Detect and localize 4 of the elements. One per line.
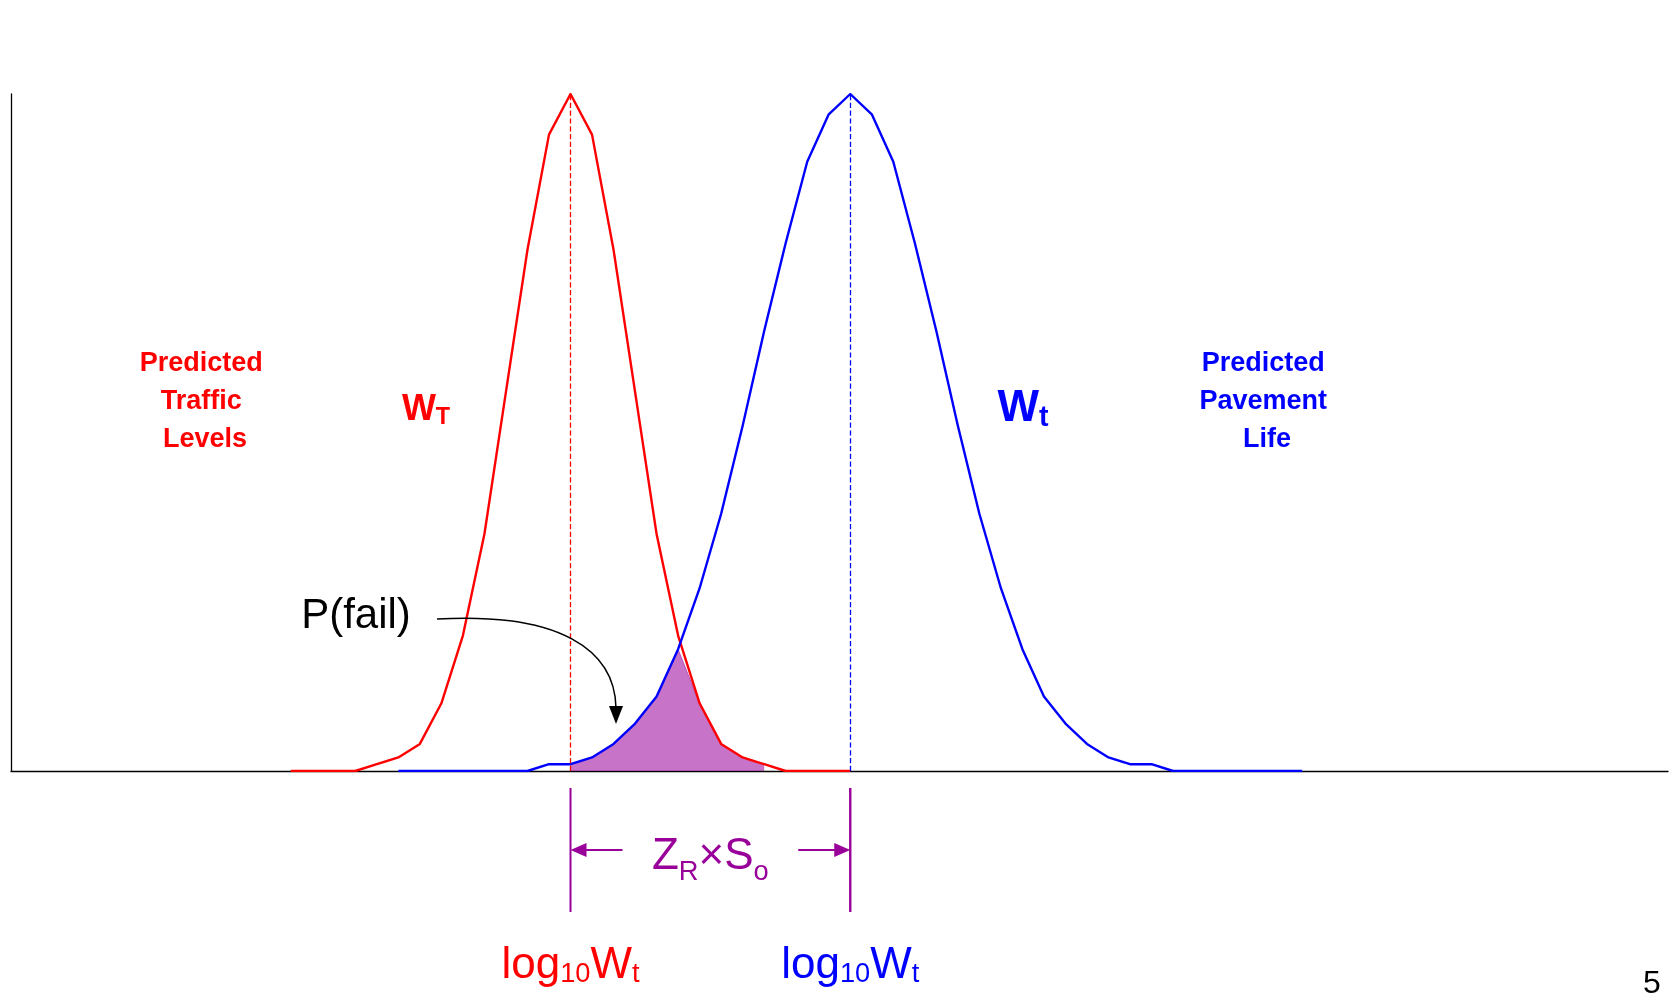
annotation: P(fail) — [301, 589, 411, 637]
annotation: Predicted Pavement Life — [1199, 347, 1335, 453]
text: 5 — [1643, 964, 1661, 1000]
annotation: Predicted Traffic Levels — [139, 347, 271, 453]
